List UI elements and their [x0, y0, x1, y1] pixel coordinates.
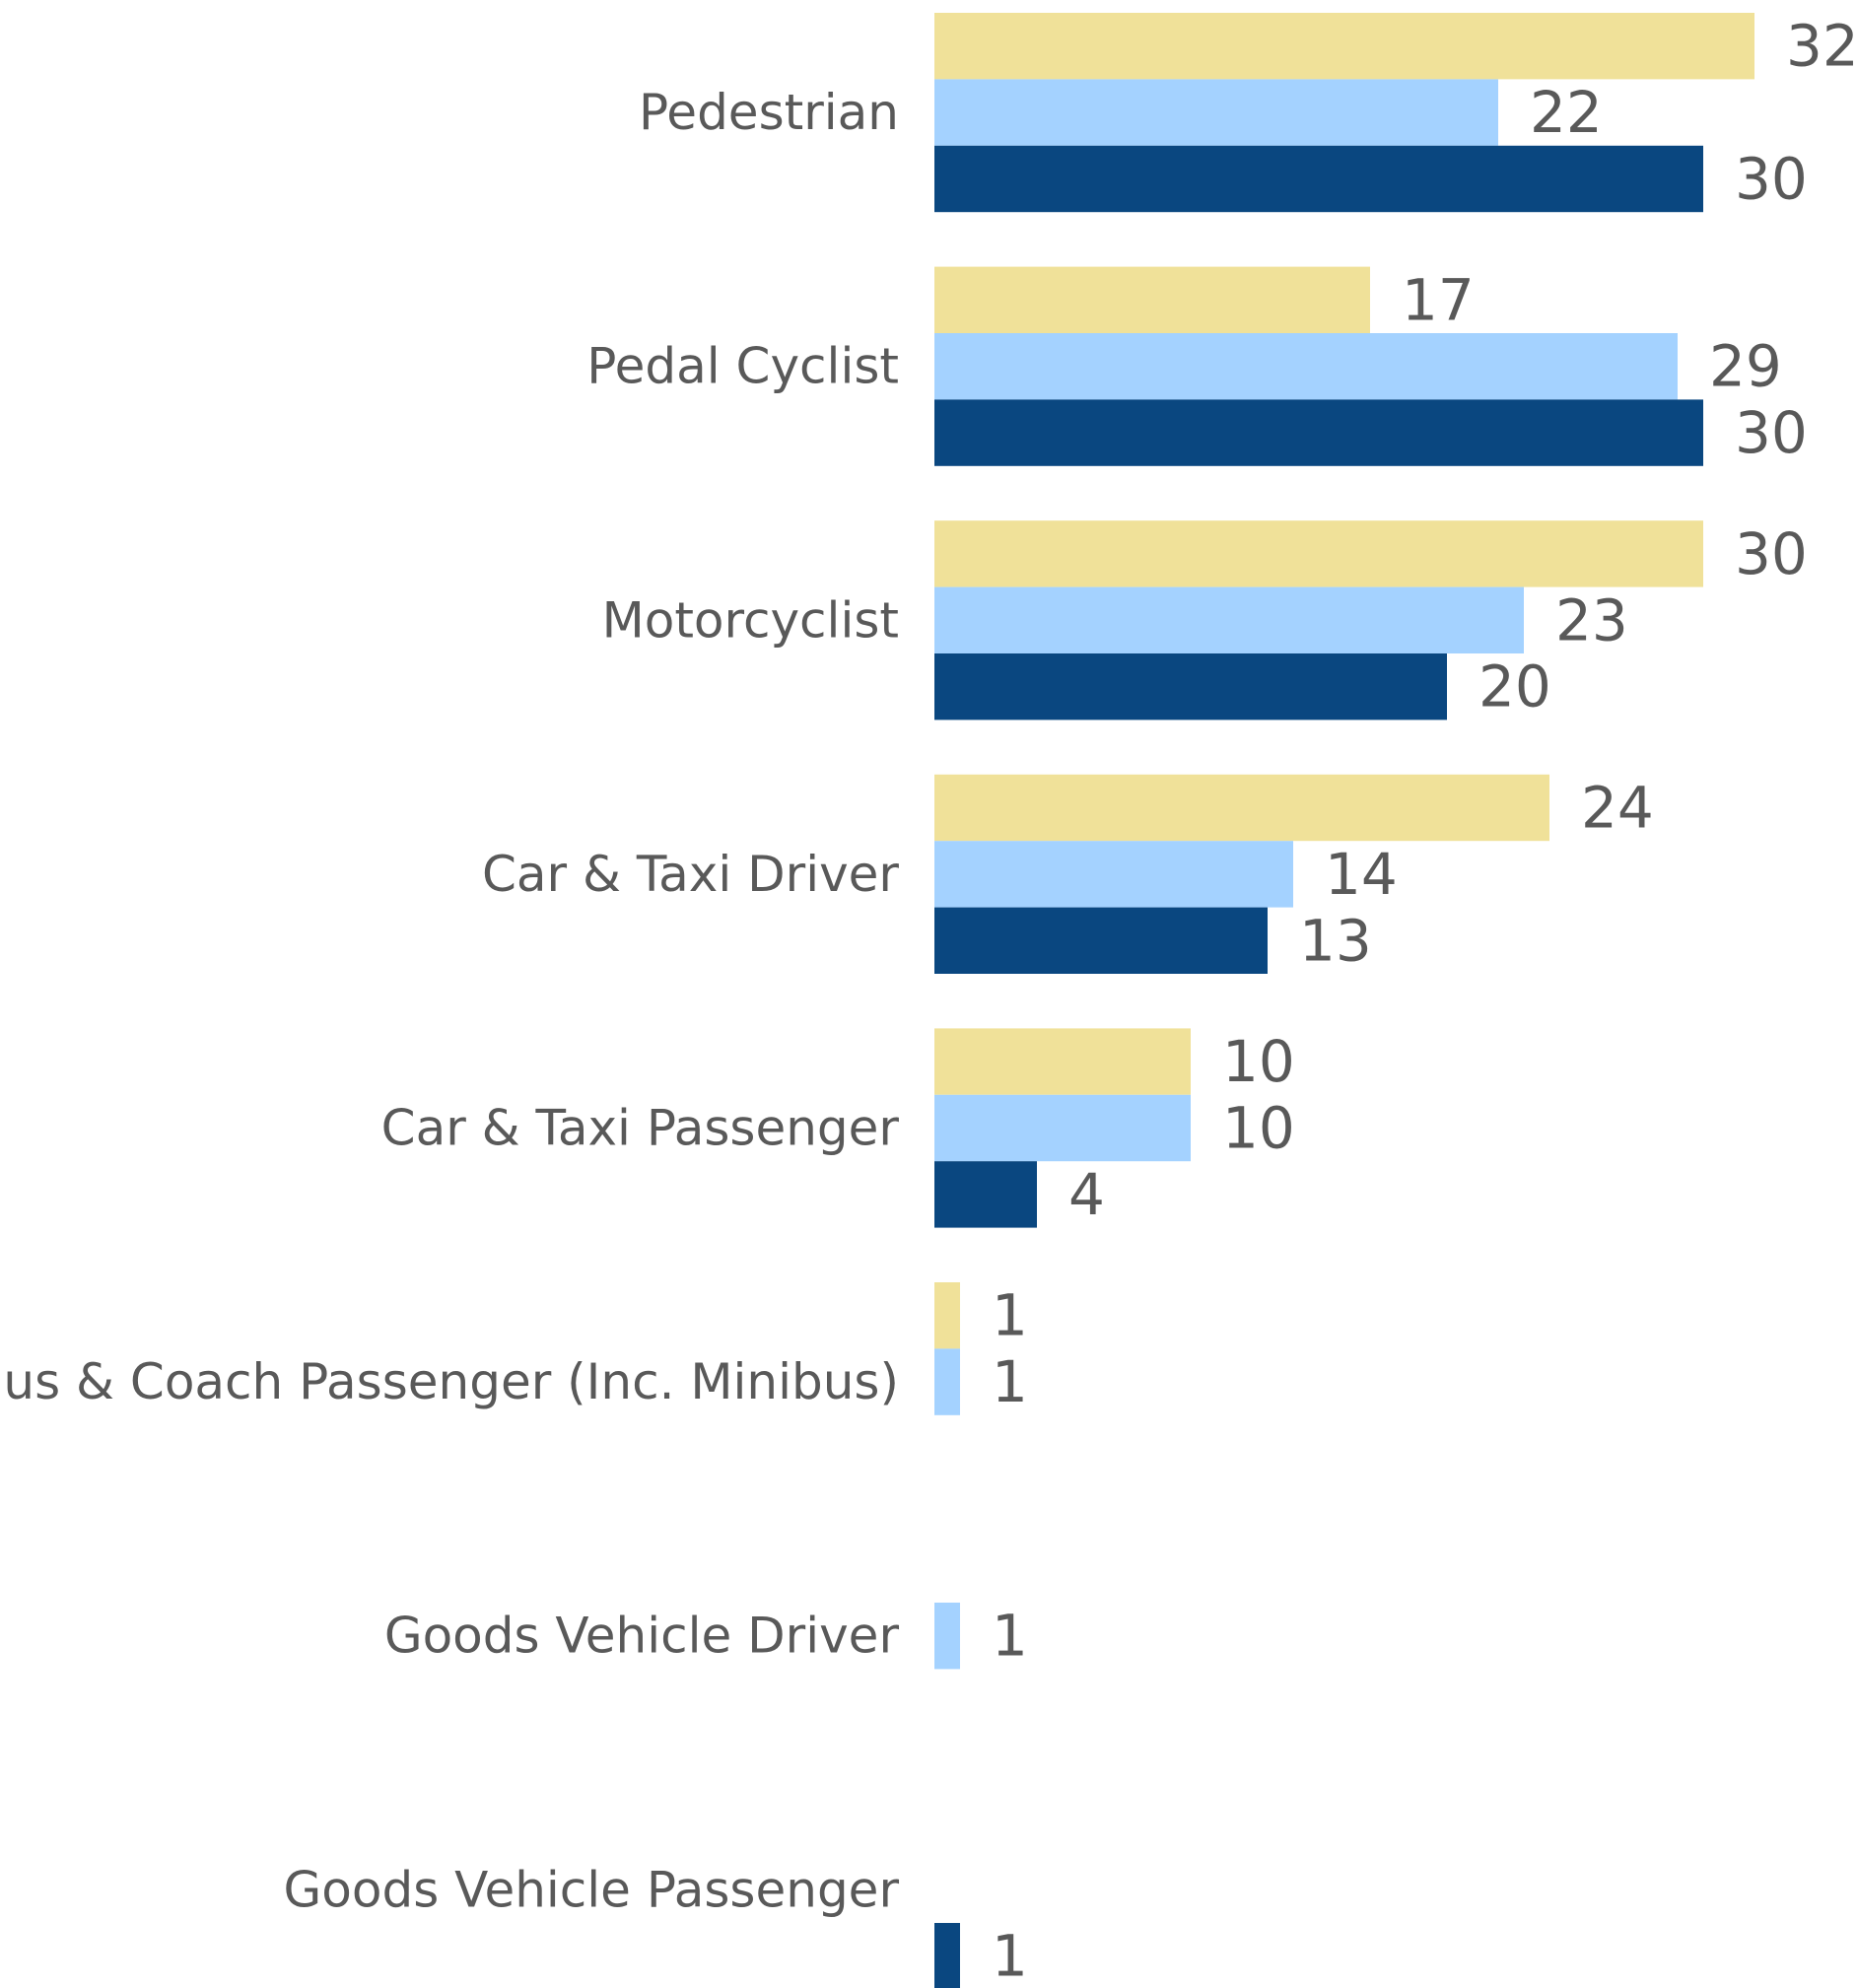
value-label-bus-coach-passenger-inc-minibus-series-1: 1 — [992, 1282, 1028, 1349]
category-label-motorcyclist: Motorcyclist — [602, 591, 899, 649]
bar-bus-coach-passenger-inc-minibus-series-1 — [934, 1282, 960, 1349]
value-label-car-taxi-passenger-series-2: 10 — [1222, 1095, 1295, 1162]
category-label-bus-coach-passenger-inc-minibus: Bus & Coach Passenger (Inc. Minibus) — [0, 1353, 899, 1410]
value-label-car-taxi-driver-series-3: 13 — [1299, 907, 1372, 974]
bar-pedestrian-series-1 — [934, 13, 1754, 80]
value-label-motorcyclist-series-1: 30 — [1735, 520, 1808, 587]
value-label-goods-vehicle-driver-series-2: 1 — [992, 1603, 1028, 1670]
bar-pedal-cyclist-series-1 — [934, 266, 1370, 333]
category-label-pedal-cyclist: Pedal Cyclist — [586, 338, 899, 395]
category-label-goods-vehicle-driver: Goods Vehicle Driver — [384, 1608, 900, 1665]
bar-car-taxi-passenger-series-3 — [934, 1161, 1037, 1228]
bar-motorcyclist-series-3 — [934, 653, 1447, 720]
value-label-pedestrian-series-2: 22 — [1530, 79, 1603, 146]
bar-pedal-cyclist-series-3 — [934, 399, 1703, 466]
value-label-car-taxi-passenger-series-1: 10 — [1222, 1028, 1295, 1095]
value-label-pedestrian-series-3: 30 — [1735, 146, 1808, 213]
value-label-pedal-cyclist-series-1: 17 — [1402, 266, 1475, 333]
bar-car-taxi-driver-series-1 — [934, 774, 1549, 842]
bar-pedal-cyclist-series-2 — [934, 333, 1678, 400]
value-label-goods-vehicle-passenger-series-3: 1 — [992, 1923, 1028, 1988]
value-label-pedal-cyclist-series-3: 30 — [1735, 399, 1808, 466]
bars — [934, 13, 1754, 1988]
value-label-car-taxi-driver-series-1: 24 — [1581, 775, 1654, 842]
category-label-goods-vehicle-passenger: Goods Vehicle Passenger — [284, 1861, 900, 1918]
value-label-motorcyclist-series-2: 23 — [1555, 586, 1628, 653]
category-label-car-taxi-passenger: Car & Taxi Passenger — [381, 1100, 900, 1157]
bar-car-taxi-driver-series-3 — [934, 907, 1268, 974]
bar-goods-vehicle-passenger-series-3 — [934, 1923, 960, 1988]
category-labels: Pedestrian Pedal Cyclist Motorcyclist Car &… — [0, 84, 899, 1918]
bar-pedestrian-series-3 — [934, 145, 1703, 213]
bar-motorcyclist-series-1 — [934, 520, 1703, 587]
value-label-car-taxi-driver-series-2: 14 — [1325, 841, 1398, 908]
value-label-pedestrian-series-1: 32 — [1786, 13, 1857, 80]
value-label-motorcyclist-series-3: 20 — [1479, 653, 1551, 720]
bar-car-taxi-passenger-series-2 — [934, 1094, 1191, 1162]
value-label-pedal-cyclist-series-2: 29 — [1709, 333, 1782, 400]
bar-bus-coach-passenger-inc-minibus-series-2 — [934, 1348, 960, 1415]
bar-goods-vehicle-driver-series-2 — [934, 1603, 960, 1670]
bar-car-taxi-passenger-series-1 — [934, 1028, 1191, 1095]
value-label-car-taxi-passenger-series-3: 4 — [1068, 1161, 1105, 1228]
bar-car-taxi-driver-series-2 — [934, 841, 1293, 908]
value-label-bus-coach-passenger-inc-minibus-series-2: 1 — [992, 1348, 1028, 1415]
bar-motorcyclist-series-2 — [934, 586, 1524, 653]
bar-pedestrian-series-2 — [934, 79, 1498, 146]
category-label-car-taxi-driver: Car & Taxi Driver — [482, 846, 899, 903]
category-label-pedestrian: Pedestrian — [639, 84, 899, 141]
